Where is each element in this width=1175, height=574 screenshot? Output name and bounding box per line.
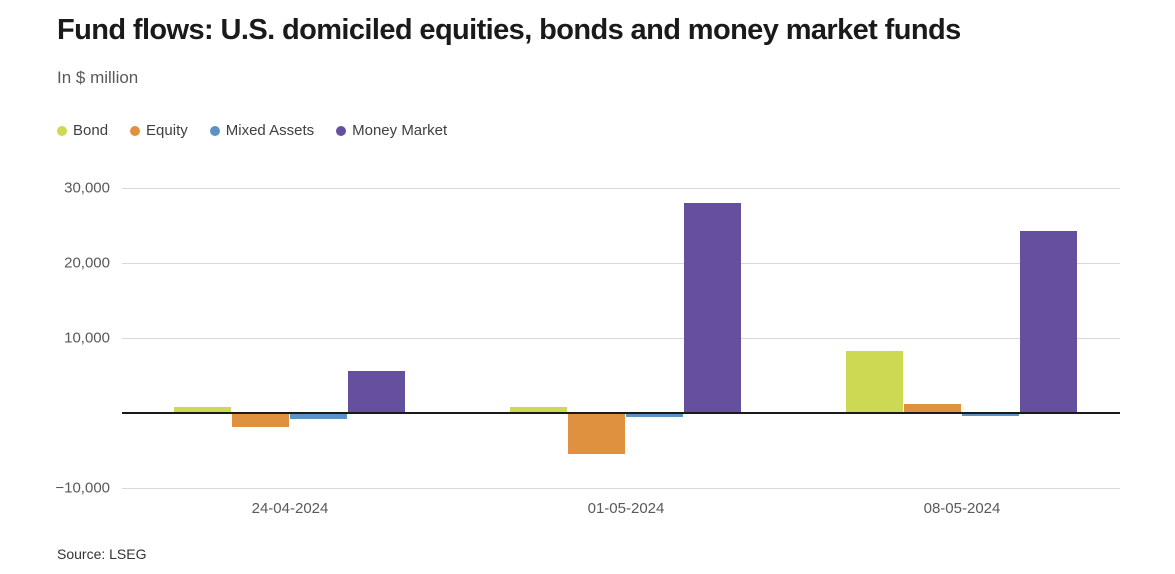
legend-label: Equity [146,122,188,139]
legend-dot-money-market-icon [336,125,347,136]
y-axis-tick-label: −10,000 [55,479,110,496]
x-axis-label-24-04-2024: 24-04-2024 [251,500,329,517]
bar-equity-01-05-2024 [568,412,625,454]
bar-bond-08-05-2024 [846,351,903,413]
bar-equity-08-05-2024 [904,404,961,413]
bar-mixed-assets-01-05-2024 [626,412,683,417]
legend-item-money-market: Money Market [336,122,447,139]
bar-money-market-24-04-2024 [348,370,405,413]
legend-label: Money Market [352,122,448,139]
legend-label: Bond [73,122,109,139]
legend-item-mixed-assets: Mixed Assets [209,122,315,139]
y-axis-tick-label: 20,000 [64,254,110,271]
x-axis-label-01-05-2024: 01-05-2024 [587,500,665,517]
zero-axis-line [122,411,1120,414]
legend-item-bond: Bond [57,122,108,139]
chart-unit-subtitle: In $ million [57,68,139,87]
gridline--10000 [122,487,1120,489]
gridline-30000 [122,187,1120,189]
legend-label: Mixed Assets [225,122,315,139]
legend-dot-bond-icon [57,125,67,136]
legend-dot-equity-icon [130,125,141,136]
legend: Bond Equity Mixed Assets Money Market [57,122,447,139]
source-note: Source: LSEG [57,546,147,562]
bar-equity-24-04-2024 [232,412,289,427]
bar-bond-24-04-2024 [174,406,231,413]
bar-bond-01-05-2024 [510,407,567,413]
bar-money-market-08-05-2024 [1020,231,1077,413]
legend-dot-mixed-assets-icon [209,125,220,136]
bar-mixed-assets-24-04-2024 [290,412,347,420]
bar-money-market-01-05-2024 [684,203,741,413]
gridline-20000 [122,262,1120,264]
bar-mixed-assets-08-05-2024 [962,412,1019,416]
gridline-10000 [122,337,1120,339]
legend-item-equity: Equity [130,122,188,139]
y-axis-tick-label: 30,000 [64,179,110,196]
page-title: Fund flows: U.S. domiciled equities, bon… [57,14,961,46]
y-axis-tick-label: 10,000 [64,329,110,346]
x-axis-label-08-05-2024: 08-05-2024 [923,500,1001,517]
